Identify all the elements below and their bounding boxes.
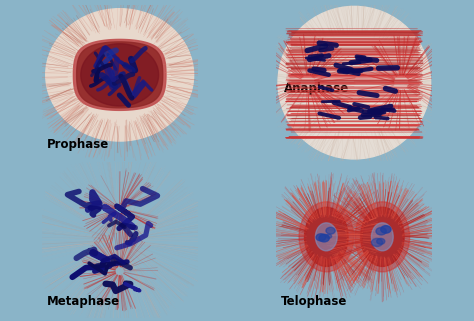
Text: Prophase: Prophase: [46, 138, 109, 151]
Ellipse shape: [361, 207, 404, 266]
Ellipse shape: [377, 239, 385, 244]
Ellipse shape: [304, 207, 348, 266]
Polygon shape: [73, 39, 166, 110]
Ellipse shape: [326, 234, 332, 238]
Ellipse shape: [46, 9, 194, 141]
Ellipse shape: [319, 234, 329, 242]
Text: Metaphase: Metaphase: [46, 295, 119, 308]
Ellipse shape: [299, 202, 354, 272]
Polygon shape: [81, 44, 159, 106]
Ellipse shape: [381, 226, 391, 233]
Text: Anaphase: Anaphase: [284, 82, 349, 95]
Ellipse shape: [326, 227, 335, 234]
Ellipse shape: [355, 202, 410, 272]
Ellipse shape: [316, 234, 326, 241]
Polygon shape: [77, 42, 163, 108]
Ellipse shape: [372, 239, 383, 247]
Ellipse shape: [376, 228, 386, 235]
Ellipse shape: [372, 223, 393, 251]
Ellipse shape: [278, 6, 430, 159]
Ellipse shape: [315, 223, 337, 251]
Text: Telophase: Telophase: [281, 295, 347, 308]
